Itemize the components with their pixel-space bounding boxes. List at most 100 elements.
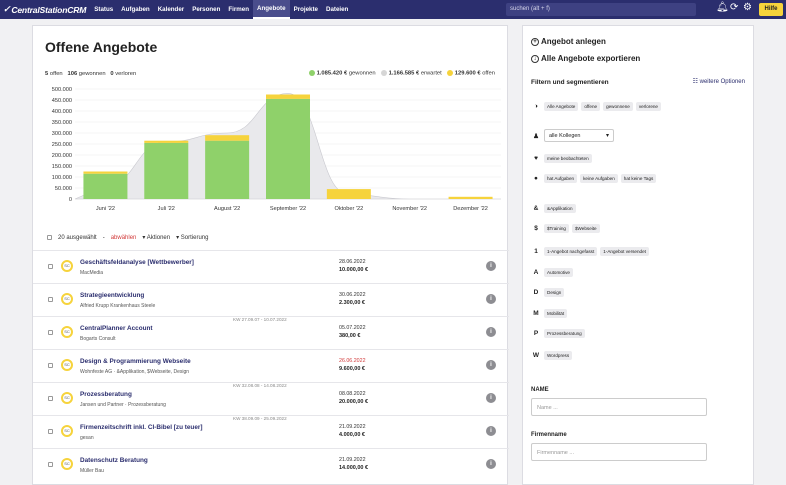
info-icon[interactable]: i — [486, 360, 496, 370]
row-checkbox[interactable] — [48, 297, 53, 302]
table-row[interactable]: SC Design & Programmierung Webseite Wohnfe… — [33, 349, 509, 382]
info-icon[interactable]: i — [486, 426, 496, 436]
table-row[interactable]: SC Geschäftsfeldanalyse [Wettbewerber] Mac… — [33, 250, 509, 283]
avatar: SC — [61, 293, 73, 305]
total-label: erwartet — [420, 70, 442, 77]
filter-icon: $ — [534, 225, 538, 232]
nav-item-status[interactable]: Status — [94, 6, 114, 13]
y-tick-label: 0 — [69, 197, 72, 203]
filter-chip[interactable]: Alle Angebote — [544, 102, 579, 111]
info-icon[interactable]: i — [486, 459, 496, 469]
filter-chip[interactable]: Prozessberatung — [544, 329, 585, 338]
avatar: SC — [61, 392, 73, 404]
refresh-icon[interactable]: ⟳ — [730, 2, 739, 13]
filter-chip[interactable]: verlorene — [635, 102, 661, 111]
row-checkbox[interactable] — [48, 429, 53, 434]
gear-icon[interactable]: ⚙ — [743, 2, 752, 13]
create-offer-button[interactable]: + Angebot anlegen — [531, 37, 606, 46]
nav-item-projekte[interactable]: Projekte — [293, 6, 318, 13]
filter-icon: ♥ — [534, 155, 538, 162]
offer-title[interactable]: Geschäftsfeldanalyse [Wettbewerber] — [80, 259, 194, 266]
filter-chip[interactable]: gewonnene — [603, 102, 633, 111]
x-tick-label: September '22 — [270, 206, 306, 212]
row-checkbox[interactable] — [48, 363, 53, 368]
filter-chip[interactable]: Automotive — [544, 268, 573, 277]
filter-chip[interactable]: Mobilität — [544, 309, 568, 318]
nav-item-firmen[interactable]: Firmen — [228, 6, 250, 13]
info-icon[interactable]: i — [486, 261, 496, 271]
filter-chip[interactable]: $Training — [544, 224, 569, 233]
offer-title[interactable]: Design & Programmierung Webseite — [80, 358, 191, 365]
search-input[interactable]: suchen (alt + f) — [506, 3, 696, 16]
offers-chart: 0 50.000 100.000 150.000 200.000 250.000 300.0… — [52, 87, 501, 212]
y-tick-label: 350.000 — [52, 120, 72, 126]
filter-row: ◑ Alle Angebote offene gewonnene verlorene — [531, 102, 661, 111]
offer-title[interactable]: Firmenzeitschrift inkl. CI-Bibel [zu teu… — [80, 424, 203, 431]
info-icon[interactable]: i — [486, 294, 496, 304]
filter-chip[interactable]: hat keine Tags — [620, 174, 657, 183]
select-all-checkbox[interactable] — [47, 235, 52, 240]
filter-icon: & — [533, 205, 539, 212]
filter-icon: D — [533, 289, 539, 296]
colleague-select[interactable]: alle Kollegen — [544, 129, 614, 142]
x-tick-label: Juli '22 — [158, 206, 175, 212]
offer-date: 26.06.2022 — [339, 358, 366, 364]
offer-date-range: KW 38.09.09 - 25.09.2022 — [233, 416, 287, 421]
filter-chip[interactable]: 1-Angebot versendet — [600, 247, 649, 256]
filter-chip[interactable]: $Webseite — [571, 224, 600, 233]
total-value: 1.085.420 € — [316, 70, 348, 77]
nav-item-personen[interactable]: Personen — [192, 6, 221, 13]
filter-chip[interactable]: meine beobachteten — [544, 154, 592, 163]
filter-chip[interactable]: keine Aufgaben — [580, 174, 618, 183]
total-erwartet: 1.166.585 € erwartet — [380, 70, 442, 77]
filter-chip[interactable]: 1-Angebot nachgefasst — [544, 247, 598, 256]
offer-date-range: KW 27.09.07 - 10.07.2022 — [233, 317, 287, 322]
nav-item-kalender[interactable]: Kalender — [157, 6, 185, 13]
offer-date: 21.09.2022 — [339, 424, 366, 430]
info-icon[interactable]: i — [486, 327, 496, 337]
bar-offen — [83, 171, 128, 174]
offer-title[interactable]: CentralPlanner Account — [80, 325, 153, 332]
export-offers-button[interactable]: ↓ Alle Angebote exportieren — [531, 54, 640, 63]
offer-subtitle: MacMedia — [80, 270, 104, 276]
nav-item-dateien[interactable]: Dateien — [325, 6, 349, 13]
offer-title[interactable]: Strategieentwicklung — [80, 292, 145, 299]
actions-dropdown[interactable]: Aktionen — [146, 235, 171, 241]
filter-chip[interactable]: Design — [544, 288, 565, 297]
offer-title[interactable]: Datenschutz Beratung — [80, 457, 148, 464]
more-options-link[interactable]: ☷ weitere Optionen — [692, 79, 745, 85]
bar-offen — [448, 196, 493, 199]
won-count-label: gewonnen — [78, 71, 106, 77]
filter-chip[interactable]: hat Aufgaben — [544, 174, 578, 183]
filter-icon: ♟ — [533, 132, 539, 140]
nav-item-aufgaben[interactable]: Aufgaben — [121, 6, 150, 13]
deselect-link[interactable]: abwählen — [110, 234, 137, 241]
bell-icon[interactable]: 🔔︎ — [716, 2, 729, 13]
table-row[interactable]: SC Datenschutz Beratung Müller Bau 21.09.20… — [33, 448, 509, 481]
totals-legend: 1.085.420 € gewonnen 1.166.585 € erwartet… — [308, 70, 495, 77]
filter-chip[interactable]: Wordpress — [544, 351, 573, 360]
table-row[interactable]: SC Strategieentwicklung Alfried Krupp Kran… — [33, 283, 509, 316]
name-input[interactable]: Name ... — [531, 398, 707, 416]
export-offers-label: Alle Angebote exportieren — [541, 54, 641, 63]
info-icon[interactable]: i — [486, 393, 496, 403]
row-checkbox[interactable] — [48, 330, 53, 335]
table-row[interactable]: SC Prozessberatung Jansen und Partner · Pr… — [33, 382, 509, 415]
logo[interactable]: ✓ CentralStationCRM — [3, 4, 86, 15]
help-button[interactable]: Hilfe — [759, 3, 783, 16]
sort-dropdown[interactable]: Sortierung — [180, 235, 209, 241]
filter-chip[interactable]: offene — [581, 102, 601, 111]
nav-item-angebote[interactable]: Angebote — [253, 0, 290, 19]
row-checkbox[interactable] — [48, 264, 53, 269]
offer-title[interactable]: Prozessberatung — [80, 391, 132, 398]
x-tick-label: November '22 — [392, 206, 427, 212]
filter-chip[interactable]: &Applikation — [544, 204, 576, 213]
row-checkbox[interactable] — [48, 396, 53, 401]
total-dot — [446, 70, 453, 76]
row-checkbox[interactable] — [48, 462, 53, 467]
offer-subtitle: Jansen und Partner · Prozessberatung — [80, 402, 166, 408]
offer-subtitle: Alfried Krupp Krankenhaus Steele — [80, 303, 156, 309]
company-input[interactable]: Firmenname ... — [531, 443, 707, 461]
table-row[interactable]: SC Firmenzeitschrift inkl. CI-Bibel [zu t… — [33, 415, 509, 448]
table-row[interactable]: SC CentralPlanner Account Bogarts Consult K… — [33, 316, 509, 349]
